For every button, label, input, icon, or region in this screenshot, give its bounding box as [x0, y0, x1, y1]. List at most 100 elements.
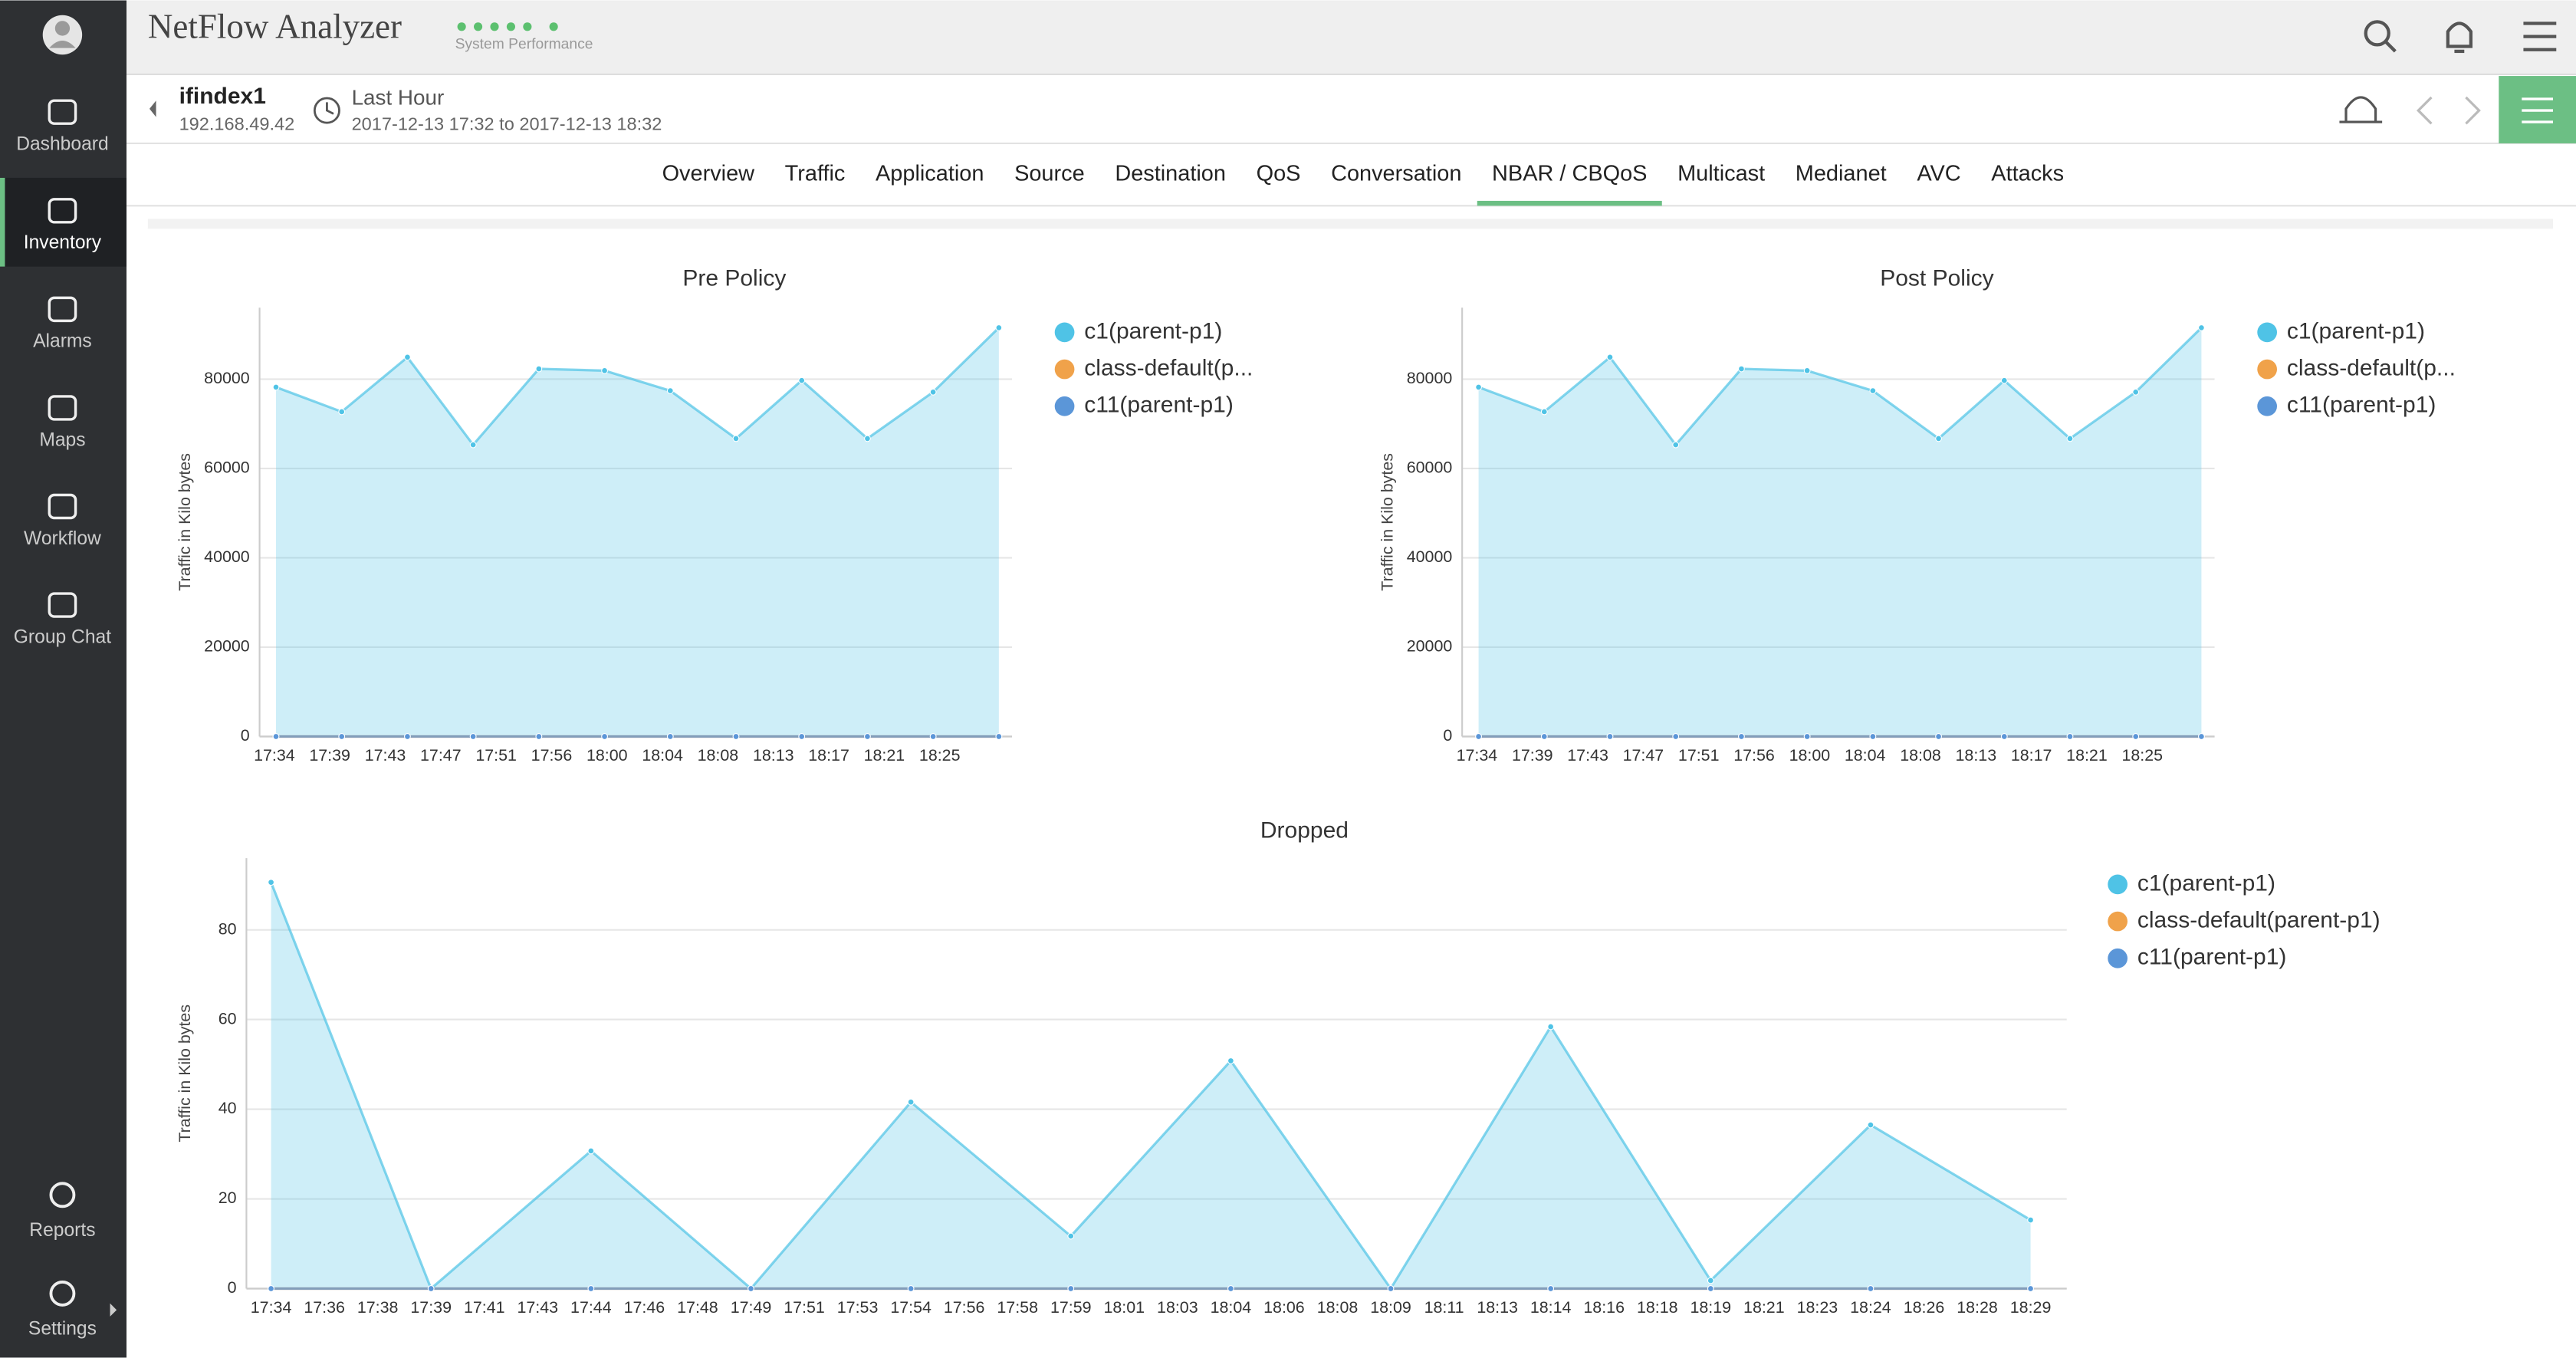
data-point: [1803, 733, 1811, 740]
sidebar-icon: [48, 99, 77, 125]
data-point: [1606, 353, 1614, 361]
y-tick-label: 0: [241, 726, 250, 745]
data-point: [995, 733, 1003, 740]
data-point: [2132, 388, 2140, 396]
tab[interactable]: Multicast: [1677, 161, 1765, 186]
data-point: [732, 733, 740, 740]
alarm-icon[interactable]: [2339, 96, 2383, 123]
tab[interactable]: Medianet: [1796, 161, 1887, 186]
x-tick-label: 18:13: [1477, 1298, 1518, 1317]
sidebar-item[interactable]: Workflow: [24, 528, 101, 549]
x-tick-label: 17:44: [570, 1298, 612, 1317]
legend-label[interactable]: class-default(parent-p1): [2137, 907, 2380, 932]
period[interactable]: Last Hour: [352, 85, 445, 109]
tab[interactable]: Application: [876, 161, 984, 186]
tab[interactable]: QoS: [1257, 161, 1301, 186]
data-point: [2132, 733, 2140, 740]
y-tick-label: 20000: [1407, 637, 1453, 656]
tab[interactable]: AVC: [1917, 161, 1960, 186]
sidebar-item[interactable]: Maps: [39, 429, 85, 450]
data-point: [469, 441, 477, 449]
tab[interactable]: Attacks: [1991, 161, 2064, 186]
tab[interactable]: NBAR / CBQoS: [1492, 161, 1647, 186]
x-tick-label: 17:43: [518, 1298, 559, 1317]
sidebar-item[interactable]: Alarms: [33, 331, 92, 352]
data-point: [666, 387, 674, 394]
x-tick-label: 18:04: [1845, 746, 1886, 764]
data-point: [1803, 367, 1811, 374]
x-tick-label: 18:16: [1583, 1298, 1625, 1317]
tab[interactable]: Traffic: [785, 161, 846, 186]
tab[interactable]: Conversation: [1331, 161, 1461, 186]
y-axis-label: Traffic in Kilo bytes: [176, 1005, 194, 1143]
y-tick-label: 0: [228, 1278, 237, 1297]
legend-swatch: [2108, 948, 2128, 968]
data-point: [338, 733, 346, 740]
sidebar-item[interactable]: Settings: [28, 1319, 97, 1340]
legend-label[interactable]: c1(parent-p1): [2287, 318, 2425, 344]
sidebar-item[interactable]: Dashboard: [16, 134, 108, 155]
data-point: [404, 733, 411, 740]
data-point: [268, 1285, 274, 1292]
data-point: [1672, 733, 1680, 740]
prev-arrow[interactable]: [2417, 96, 2433, 125]
y-tick-label: 60000: [204, 459, 250, 477]
data-point: [1869, 387, 1877, 394]
legend-swatch: [2257, 322, 2277, 343]
tab[interactable]: Overview: [662, 161, 755, 186]
data-point: [907, 1285, 915, 1292]
x-tick-label: 18:28: [1957, 1298, 1998, 1317]
data-point: [427, 1285, 435, 1292]
data-point: [907, 1098, 915, 1106]
x-tick-label: 17:47: [420, 746, 462, 764]
y-tick-label: 40000: [1407, 547, 1453, 566]
x-tick-label: 18:17: [2011, 746, 2052, 764]
data-point: [1540, 733, 1548, 740]
next-arrow[interactable]: [2465, 96, 2481, 125]
x-tick-label: 17:58: [997, 1298, 1038, 1317]
data-point: [2198, 324, 2205, 331]
data-point: [1067, 1232, 1075, 1240]
sidebar-icon: [49, 1182, 76, 1208]
data-point: [929, 388, 937, 396]
legend-swatch: [2108, 874, 2128, 895]
data-point: [272, 383, 280, 391]
legend-label[interactable]: c1(parent-p1): [2137, 870, 2275, 896]
legend-label[interactable]: c11(parent-p1): [1084, 393, 1234, 418]
sidebar-item[interactable]: Group Chat: [14, 626, 111, 647]
legend-label[interactable]: c11(parent-p1): [2137, 945, 2287, 970]
x-tick-label: 18:11: [1424, 1298, 1464, 1317]
legend-label[interactable]: c1(parent-p1): [1084, 318, 1222, 344]
sidebar-item[interactable]: Inventory: [24, 232, 102, 253]
data-point: [2198, 733, 2205, 740]
app-title: NetFlow Analyzer: [148, 7, 402, 45]
bell-icon[interactable]: [2446, 21, 2472, 48]
x-tick-label: 17:34: [251, 1298, 292, 1317]
area: [271, 882, 2031, 1289]
x-tick-label: 18:03: [1157, 1298, 1198, 1317]
x-tick-label: 17:34: [1457, 746, 1498, 764]
line: [1478, 327, 2203, 447]
x-tick-label: 17:53: [837, 1298, 879, 1317]
y-tick-label: 80000: [1407, 369, 1453, 387]
collapse-arrow[interactable]: [150, 100, 156, 117]
search-icon[interactable]: [2364, 20, 2390, 47]
tab[interactable]: Source: [1014, 161, 1085, 186]
data-point: [1547, 1023, 1555, 1031]
chart-title: Post Policy: [1880, 266, 1993, 291]
area: [1478, 327, 2202, 737]
sidebar-item[interactable]: Reports: [29, 1220, 95, 1241]
expand-arrow[interactable]: [110, 1303, 117, 1317]
interface-name: ifindex1: [179, 84, 266, 109]
status-dots: [457, 22, 558, 31]
y-tick-label: 60000: [1407, 459, 1453, 477]
x-tick-label: 17:36: [304, 1298, 345, 1317]
clock-hands: [326, 102, 334, 115]
tab[interactable]: Destination: [1115, 161, 1226, 186]
y-tick-label: 20: [219, 1189, 237, 1207]
legend-label[interactable]: class-default(p...: [2287, 355, 2456, 380]
y-tick-label: 80: [219, 919, 237, 938]
legend-label[interactable]: c11(parent-p1): [2287, 393, 2436, 418]
legend-label[interactable]: class-default(p...: [1084, 355, 1253, 380]
